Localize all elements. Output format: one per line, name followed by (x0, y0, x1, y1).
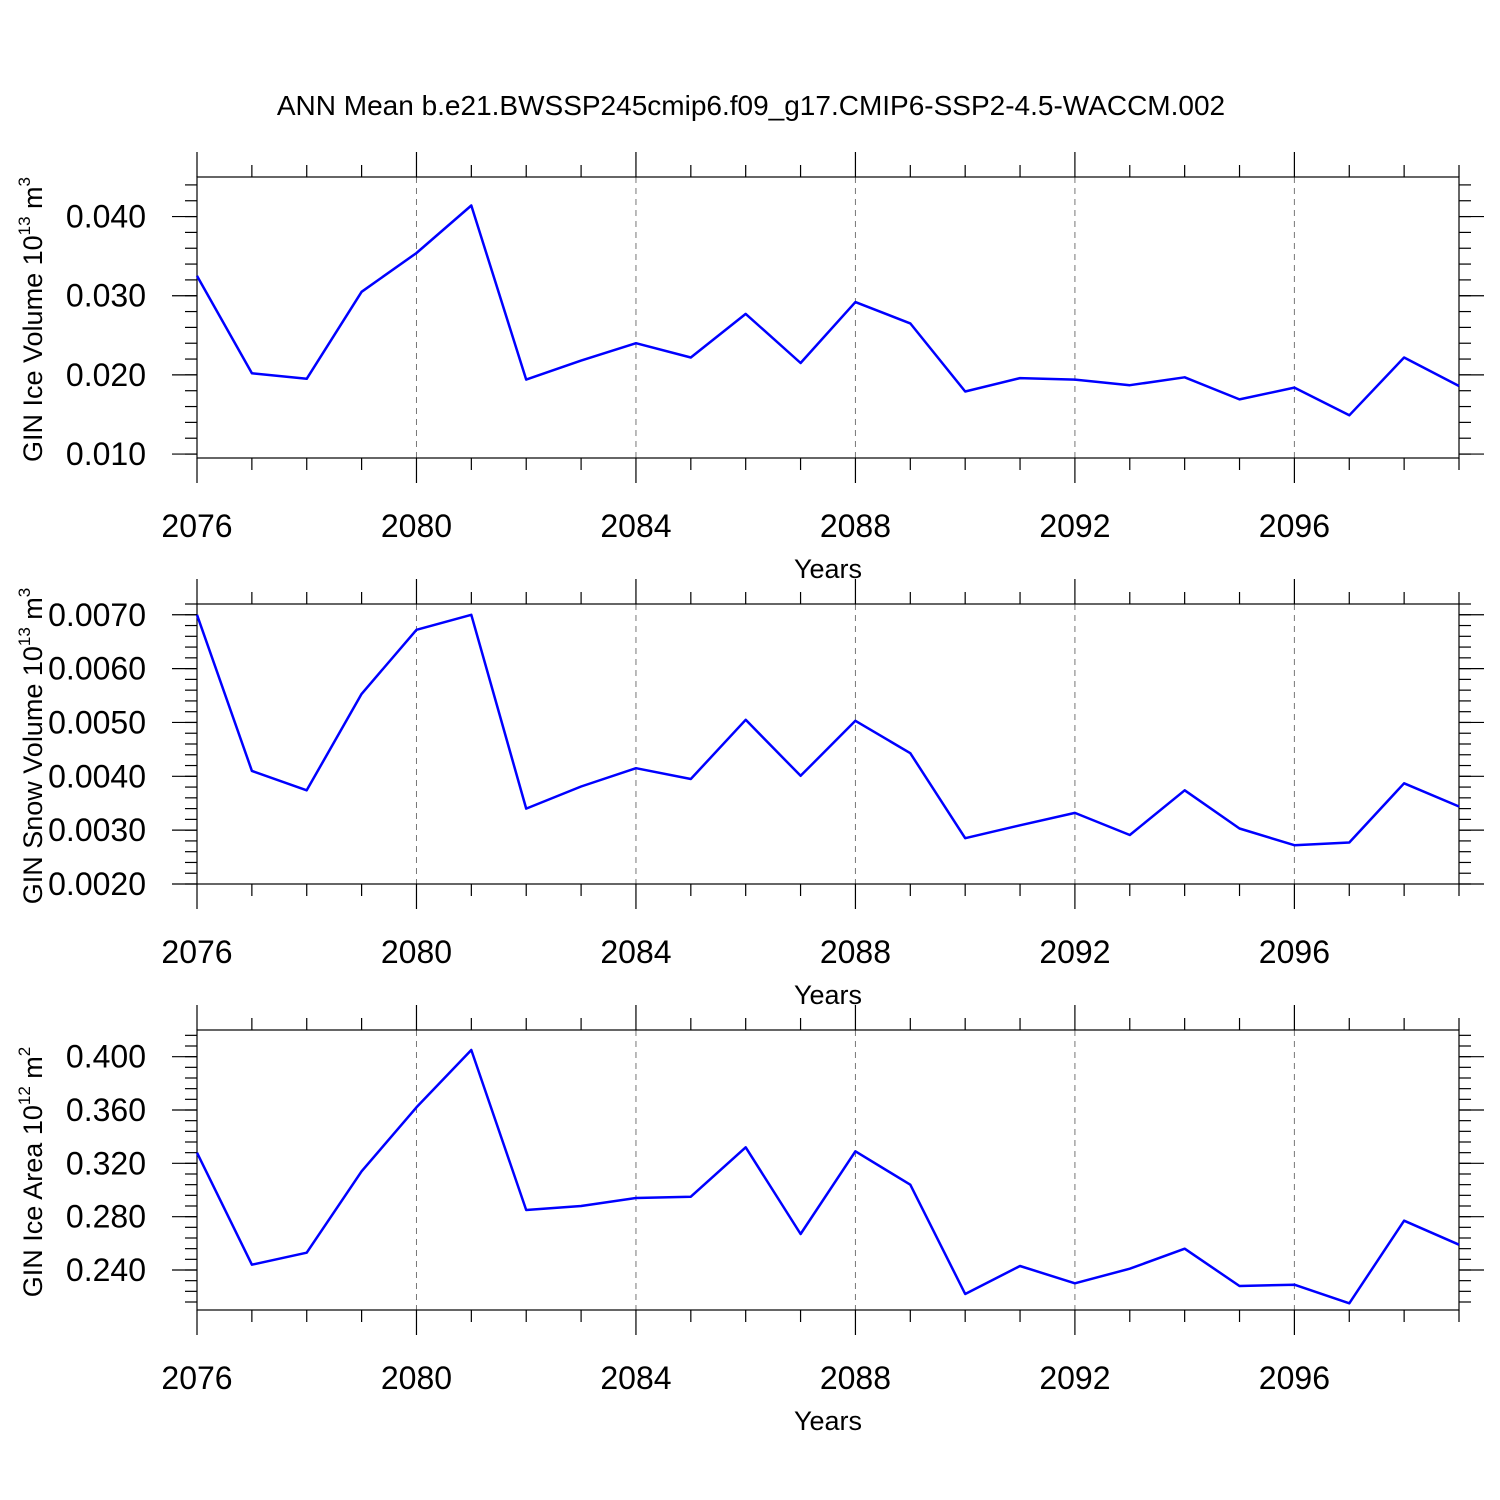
y-tick-label: 0.0060 (48, 651, 146, 687)
panel-snow-volume: 0.0020 0.0030 0.0040 0.0050 0.0060 0.0070 2076… (15, 579, 1484, 1010)
x-tick-label: 2076 (161, 934, 232, 970)
y-axis-title: GIN Ice Volume 1013 m3 (15, 177, 48, 462)
x-tick-label: 2092 (1039, 934, 1110, 970)
y-tick-label: 0.360 (66, 1092, 146, 1128)
plot-frame (196, 1029, 1460, 1311)
x-tick-label: 2080 (381, 934, 452, 970)
x-tick-label: 2084 (600, 1360, 671, 1396)
x-tick-label: 2096 (1259, 1360, 1330, 1396)
series-line (195, 613, 1460, 847)
y-tick-label: 0.0030 (48, 812, 146, 848)
x-tick-label: 2084 (600, 508, 671, 544)
x-tick-label: 2080 (381, 508, 452, 544)
x-tick-label: 2076 (161, 508, 232, 544)
x-tick-label: 2096 (1259, 508, 1330, 544)
x-tick-label: 2084 (600, 934, 671, 970)
x-tick-label: 2076 (161, 1360, 232, 1396)
panel-ice-volume: 0.010 0.020 0.030 0.040 2076 2080 2084 2088 2092… (15, 152, 1484, 584)
y-tick-label: 0.010 (66, 436, 146, 472)
chart-title: ANN Mean b.e21.BWSSP245cmip6.f09_g17.CMI… (277, 90, 1225, 121)
y-tick-label: 0.030 (66, 278, 146, 314)
plot-frame (196, 176, 1460, 459)
x-tick-label: 2088 (820, 508, 891, 544)
plot-frame (196, 603, 1460, 885)
y-axis-title: GIN Ice Area 1012 m2 (15, 1047, 48, 1298)
y-tick-label: 0.0050 (48, 704, 146, 740)
x-axis-title: Years (794, 554, 862, 584)
x-tick-label: 2080 (381, 1360, 452, 1396)
y-tick-label: 0.0040 (48, 758, 146, 794)
y-tick-label: 0.320 (66, 1145, 146, 1181)
x-tick-label: 2092 (1039, 508, 1110, 544)
x-tick-label: 2088 (820, 934, 891, 970)
y-tick-label: 0.400 (66, 1039, 146, 1075)
y-tick-label: 0.240 (66, 1252, 146, 1288)
y-tick-label: 0.0070 (48, 597, 146, 633)
y-axis-title: GIN Snow Volume 1013 m3 (15, 588, 48, 905)
x-tick-label: 2096 (1259, 934, 1330, 970)
series-line (195, 204, 1460, 417)
y-tick-label: 0.040 (66, 199, 146, 235)
y-tick-label: 0.020 (66, 357, 146, 393)
x-axis-title: Years (794, 980, 862, 1010)
series-line (195, 1048, 1460, 1305)
x-tick-label: 2092 (1039, 1360, 1110, 1396)
y-tick-label: 0.0020 (48, 866, 146, 902)
panel-ice-area: 0.240 0.280 0.320 0.360 0.400 2076 2080 2084 208… (15, 1005, 1484, 1436)
y-tick-label: 0.280 (66, 1199, 146, 1235)
x-axis-title: Years (794, 1406, 862, 1436)
x-tick-label: 2088 (820, 1360, 891, 1396)
